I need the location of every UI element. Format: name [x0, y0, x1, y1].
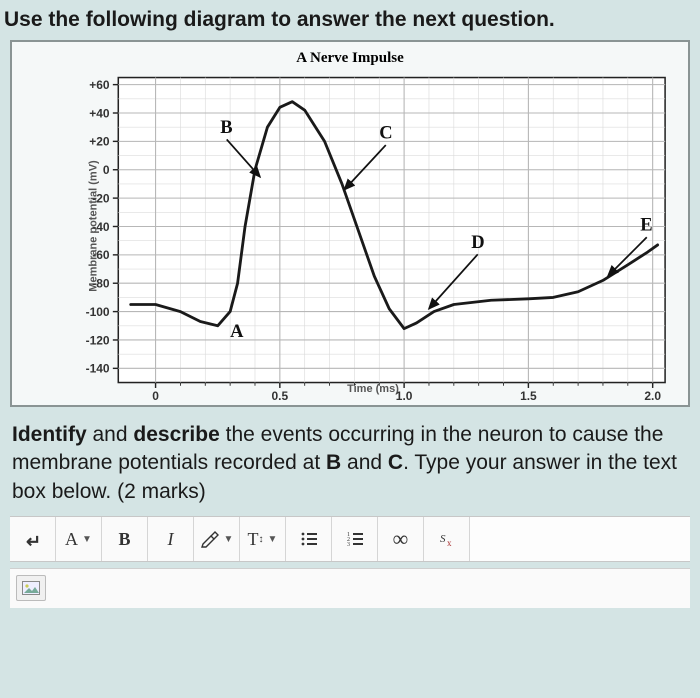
undo-button[interactable]: ↴: [10, 517, 56, 561]
chart-area: Membrane potential (mV) -140-120-100-80-…: [66, 71, 676, 381]
svg-text:-40: -40: [92, 220, 110, 234]
numbered-list-button[interactable]: 123: [332, 517, 378, 561]
svg-text:1.5: 1.5: [520, 389, 537, 403]
clear-format-icon: Sx: [437, 529, 457, 549]
svg-text:C: C: [379, 124, 392, 144]
svg-text:1.0: 1.0: [396, 389, 413, 403]
svg-text:+20: +20: [89, 135, 110, 149]
image-icon: [22, 581, 40, 595]
svg-text:S: S: [440, 533, 446, 545]
svg-text:B: B: [220, 118, 232, 138]
editor-secondary-bar: [10, 568, 690, 608]
svg-text:+60: +60: [89, 78, 110, 92]
instruction-heading: Use the following diagram to answer the …: [0, 0, 700, 38]
svg-text:-80: -80: [92, 277, 110, 291]
editor-toolbar: ↴ A▼ B I ▼ T↕▼ 123 ∞ Sx: [10, 516, 690, 562]
nerve-impulse-chart: -140 -120 -100 -80 -60 -40 -20 0 +20 +40 +60 0 0.5 1.…: [66, 71, 676, 409]
svg-text:-60: -60: [92, 248, 110, 262]
svg-text:3: 3: [347, 542, 350, 548]
svg-text:+40: +40: [89, 106, 110, 120]
svg-text:D: D: [471, 233, 484, 253]
svg-text:-140: -140: [86, 362, 110, 376]
insert-image-button[interactable]: [16, 575, 46, 601]
svg-text:0: 0: [152, 389, 159, 403]
highlighter-icon: [200, 529, 220, 549]
link-button[interactable]: ∞: [378, 517, 424, 561]
svg-text:-100: -100: [86, 305, 110, 319]
bullet-list-icon: [299, 529, 319, 549]
text-format-dropdown[interactable]: T↕▼: [240, 517, 286, 561]
svg-text:-20: -20: [92, 191, 110, 205]
svg-text:x: x: [447, 538, 452, 548]
svg-text:A: A: [230, 322, 244, 342]
numbered-list-icon: 123: [345, 529, 365, 549]
svg-text:0: 0: [103, 163, 110, 177]
chart-title: A Nerve Impulse: [20, 48, 680, 71]
bold-button[interactable]: B: [102, 517, 148, 561]
svg-text:2.0: 2.0: [644, 389, 661, 403]
italic-button[interactable]: I: [148, 517, 194, 561]
svg-text:E: E: [640, 216, 652, 236]
clear-format-button[interactable]: Sx: [424, 517, 470, 561]
question-text: Identify and describe the events occurri…: [0, 407, 700, 516]
diagram-panel: A Nerve Impulse Membrane potential (mV) …: [10, 40, 690, 407]
highlight-dropdown[interactable]: ▼: [194, 517, 240, 561]
svg-text:-120: -120: [86, 333, 110, 347]
svg-text:0.5: 0.5: [272, 389, 289, 403]
font-dropdown[interactable]: A▼: [56, 517, 102, 561]
bullet-list-button[interactable]: [286, 517, 332, 561]
